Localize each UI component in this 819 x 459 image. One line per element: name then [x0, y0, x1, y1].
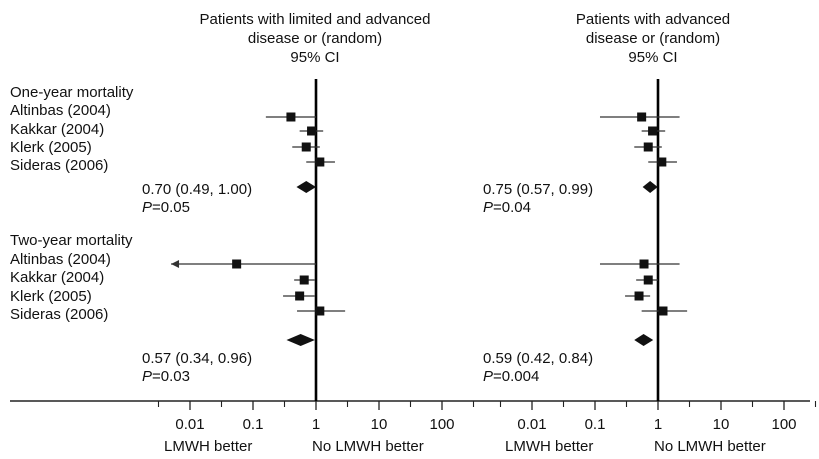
study-point	[232, 259, 242, 269]
x-tick-label: 100	[771, 416, 796, 433]
study-name: Klerk (2005)	[10, 288, 92, 305]
pooled-diamond	[642, 181, 658, 193]
study-point	[657, 157, 667, 167]
study-point	[286, 112, 296, 122]
study-point	[315, 306, 325, 316]
ci-arrow	[171, 260, 180, 268]
pooled-estimate-text: 0.70 (0.49, 1.00)	[142, 181, 253, 198]
study-point	[307, 126, 317, 136]
left-header-line-3: 95% CI	[290, 49, 340, 66]
p-label: P	[142, 199, 153, 216]
study-point	[637, 112, 647, 122]
right-header-line-2: disease or (random)	[585, 30, 721, 47]
p-value: P=0.04	[483, 199, 531, 216]
pooled-estimate-text: 0.57 (0.34, 0.96)	[142, 350, 253, 367]
study-point	[643, 142, 653, 152]
study-name: Altinbas (2004)	[10, 102, 111, 119]
left-panel-header: Patients with limited and advanced disea…	[165, 10, 465, 67]
p-value: P=0.03	[142, 368, 190, 385]
study-point	[658, 306, 668, 316]
right-header-line-3: 95% CI	[628, 49, 678, 66]
x-tick-label: 1	[312, 416, 320, 433]
right-header-line-1: Patients with advanced	[575, 11, 731, 28]
pooled-diamond	[286, 334, 315, 346]
study-point	[643, 275, 653, 285]
p-label: P	[483, 199, 494, 216]
x-tick-label: 0.01	[517, 416, 546, 433]
x-tick-label: 1	[654, 416, 662, 433]
left-header-line-1: Patients with limited and advanced	[199, 11, 431, 28]
right-panel-header: Patients with advanced disease or (rando…	[503, 10, 803, 67]
study-name: Kakkar (2004)	[10, 121, 105, 138]
p-label: P	[142, 368, 153, 385]
study-point	[639, 259, 649, 269]
x-tick-label: 0.01	[175, 416, 204, 433]
left-panel-no-lmwh-better-label: No LMWH better	[312, 438, 424, 455]
pooled-estimate-text: 0.75 (0.57, 0.99)	[483, 181, 594, 198]
pooled-diamond	[296, 181, 316, 193]
left-panel-lmwh-better-label: LMWH better	[164, 438, 253, 455]
pooled-diamond	[634, 334, 654, 346]
study-name: Sideras (2006)	[10, 157, 109, 174]
p-value: P=0.004	[483, 368, 539, 385]
study-point	[634, 291, 644, 301]
right-panel-no-lmwh-better-label: No LMWH better	[654, 438, 766, 455]
p-value-number: =0.04	[493, 199, 531, 216]
study-name: Sideras (2006)	[10, 306, 109, 323]
x-tick-label: 0.1	[243, 416, 264, 433]
x-tick-label: 10	[371, 416, 388, 433]
p-value-number: =0.004	[493, 368, 540, 385]
p-value-number: =0.05	[152, 199, 190, 216]
study-point	[295, 291, 305, 301]
study-point	[301, 142, 311, 152]
group-title-two-year: Two-year mortality	[10, 232, 133, 249]
group-title-one-year: One-year mortality	[10, 84, 134, 101]
x-tick-label: 10	[713, 416, 730, 433]
p-value: P=0.05	[142, 199, 190, 216]
x-tick-label: 100	[429, 416, 454, 433]
p-value-number: =0.03	[152, 368, 190, 385]
pooled-estimate-text: 0.59 (0.42, 0.84)	[483, 350, 594, 367]
study-name: Klerk (2005)	[10, 139, 92, 156]
study-point	[315, 157, 325, 167]
study-name: Altinbas (2004)	[10, 251, 111, 268]
right-panel-lmwh-better-label: LMWH better	[505, 438, 594, 455]
study-name: Kakkar (2004)	[10, 269, 105, 286]
x-tick-label: 0.1	[585, 416, 606, 433]
left-header-line-2: disease or (random)	[247, 30, 383, 47]
p-label: P	[483, 368, 494, 385]
study-point	[648, 126, 658, 136]
study-point	[299, 275, 309, 285]
